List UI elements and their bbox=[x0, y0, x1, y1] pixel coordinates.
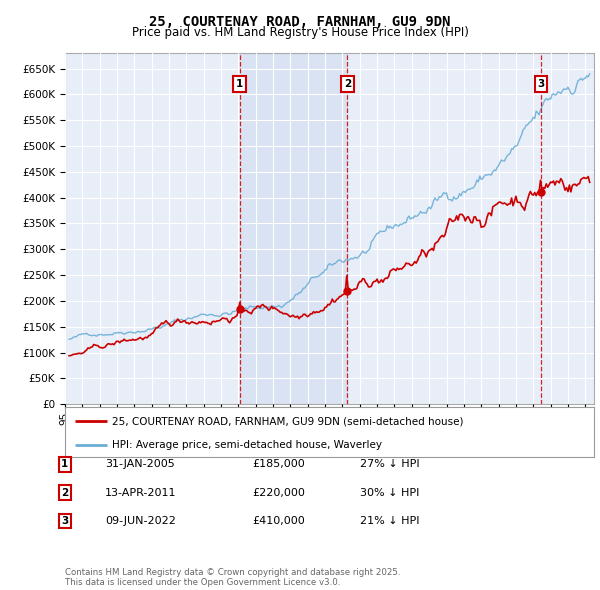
Text: HPI: Average price, semi-detached house, Waverley: HPI: Average price, semi-detached house,… bbox=[112, 440, 382, 450]
Text: 30% ↓ HPI: 30% ↓ HPI bbox=[360, 488, 419, 497]
Text: £185,000: £185,000 bbox=[252, 460, 305, 469]
Text: £410,000: £410,000 bbox=[252, 516, 305, 526]
Text: 21% ↓ HPI: 21% ↓ HPI bbox=[360, 516, 419, 526]
Text: 1: 1 bbox=[236, 79, 244, 89]
Text: 13-APR-2011: 13-APR-2011 bbox=[105, 488, 176, 497]
Text: 09-JUN-2022: 09-JUN-2022 bbox=[105, 516, 176, 526]
Text: £220,000: £220,000 bbox=[252, 488, 305, 497]
Text: 27% ↓ HPI: 27% ↓ HPI bbox=[360, 460, 419, 469]
Text: Contains HM Land Registry data © Crown copyright and database right 2025.
This d: Contains HM Land Registry data © Crown c… bbox=[65, 568, 400, 587]
Text: 1: 1 bbox=[61, 460, 68, 469]
Text: 3: 3 bbox=[537, 79, 545, 89]
Text: 3: 3 bbox=[61, 516, 68, 526]
Text: 2: 2 bbox=[344, 79, 351, 89]
Text: 25, COURTENAY ROAD, FARNHAM, GU9 9DN (semi-detached house): 25, COURTENAY ROAD, FARNHAM, GU9 9DN (se… bbox=[112, 416, 464, 426]
Text: Price paid vs. HM Land Registry's House Price Index (HPI): Price paid vs. HM Land Registry's House … bbox=[131, 26, 469, 39]
Text: 2: 2 bbox=[61, 488, 68, 497]
Text: 25, COURTENAY ROAD, FARNHAM, GU9 9DN: 25, COURTENAY ROAD, FARNHAM, GU9 9DN bbox=[149, 15, 451, 29]
Bar bbox=[239, 53, 347, 404]
Text: 31-JAN-2005: 31-JAN-2005 bbox=[105, 460, 175, 469]
